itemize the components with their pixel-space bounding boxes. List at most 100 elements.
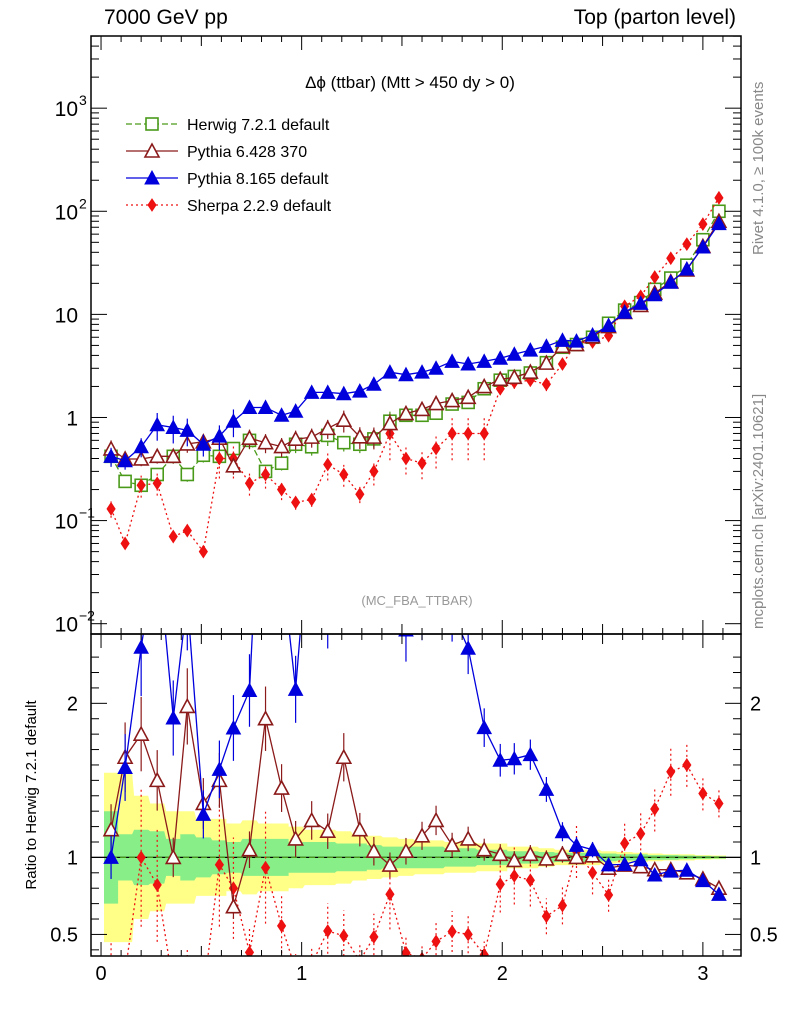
ratio-point-sherpa-2: [714, 796, 724, 811]
legend-label: Pythia 8.165 default: [187, 171, 329, 188]
point-pythia-8: [554, 332, 571, 347]
point-sherpa-2: [557, 357, 568, 371]
point-pythia-8: [522, 342, 539, 357]
ratio-panel-marks: [102, 363, 728, 979]
ratio-point-pythia-8: [538, 781, 555, 796]
ratio-point-pythia-8: [678, 862, 695, 877]
ratio-point-sherpa-2: [121, 967, 129, 979]
point-pythia-8: [241, 399, 258, 414]
ratio-point-sherpa-2: [214, 857, 224, 872]
ratio-point-pythia-6: [335, 748, 353, 765]
ratio-point-pythia-6: [443, 836, 461, 852]
ratio-point-sherpa-2: [666, 764, 676, 779]
point-sherpa-2: [463, 426, 473, 441]
ratio-point-pythia-8: [337, 545, 351, 558]
ratio-point-sherpa-2: [152, 878, 162, 892]
point-pythia-8: [225, 413, 242, 428]
ratio-point-pythia-6: [303, 811, 321, 828]
ratio-uncertainty-bands: [91, 772, 741, 943]
y-tick-exponent: 2: [79, 195, 87, 211]
point-pythia-6: [381, 414, 399, 431]
point-pythia-8: [476, 353, 493, 368]
point-pythia-8: [211, 428, 228, 443]
point-pythia-8: [460, 355, 476, 371]
ratio-point-pythia-6: [241, 841, 258, 857]
ratio-point-sherpa-2: [698, 786, 708, 801]
point-pythia-6: [132, 450, 150, 466]
point-pythia-8: [444, 353, 460, 368]
ratio-point-pythia-6: [319, 822, 337, 839]
point-sherpa-2: [698, 217, 708, 232]
panel-frames: [90, 35, 742, 957]
ratio-point-pythia-8: [554, 823, 571, 839]
point-sherpa-2: [541, 377, 552, 392]
line-sherpa-2: [110, 197, 720, 554]
point-pythia-6: [413, 400, 431, 417]
point-pythia-8: [287, 403, 304, 418]
ratio-point-pythia-8: [522, 746, 539, 762]
point-pythia-6: [459, 388, 477, 405]
point-pythia-8: [195, 436, 212, 451]
ratio-point-pythia-8: [165, 709, 182, 725]
ratio-point-pythia-6: [568, 848, 585, 865]
point-pythia-8: [711, 215, 727, 231]
point-pythia-8: [646, 286, 663, 302]
ratio-point-pythia-8: [225, 719, 242, 735]
point-pythia-8: [398, 366, 414, 382]
ratio-point-pythia-6: [381, 856, 399, 872]
ratio-point-pythia-8: [180, 592, 194, 605]
ratio-point-pythia-6: [475, 841, 493, 857]
legend-marker: [144, 169, 160, 185]
point-sherpa-2: [431, 441, 441, 456]
ratio-point-pythia-6: [365, 842, 383, 859]
x-tick-label: 2: [497, 963, 508, 985]
ratio-point-pythia-6: [257, 710, 274, 726]
ratio-y-tick-label-left: 0.5: [50, 924, 78, 946]
ratio-point-pythia-6: [225, 898, 242, 914]
point-herwig-7: [180, 467, 195, 482]
ratio-y-tick-label-left: 1: [67, 847, 78, 869]
point-pythia-6: [257, 433, 274, 450]
y-tick-exponent: 3: [79, 92, 87, 108]
point-sherpa-2: [447, 426, 457, 441]
ratio-point-pythia-8: [632, 851, 649, 867]
ratio-point-sherpa-2: [369, 930, 379, 944]
ratio-point-sherpa-2: [495, 877, 505, 892]
x-tick-label: 3: [697, 963, 708, 985]
point-herwig-7: [274, 456, 289, 471]
point-pythia-6: [505, 368, 523, 385]
point-sherpa-2: [355, 487, 365, 502]
ratio-point-sherpa-2: [620, 836, 630, 851]
ratio-y-tick-label-left: 2: [67, 693, 78, 715]
point-pythia-8: [584, 327, 601, 342]
ratio-point-sherpa-2: [308, 958, 316, 970]
point-pythia-6: [443, 391, 461, 408]
y-tick-label: 10: [55, 201, 78, 224]
ratio-point-pythia-6: [351, 820, 369, 837]
point-sherpa-2: [260, 467, 271, 482]
ratio-point-pythia-6: [522, 845, 539, 862]
point-pythia-6: [273, 437, 290, 454]
point-pythia-8: [179, 422, 196, 437]
point-pythia-8: [303, 384, 320, 399]
point-sherpa-2: [214, 451, 224, 466]
point-sherpa-2: [339, 467, 349, 482]
point-pythia-6: [164, 447, 182, 464]
point-pythia-8: [103, 448, 119, 463]
ratio-point-pythia-8: [259, 363, 273, 376]
ratio-y-tick-label-right: 1: [750, 847, 761, 869]
line-herwig-7: [110, 210, 720, 486]
point-pythia-8: [351, 383, 368, 398]
point-sherpa-2: [714, 190, 724, 205]
ratio-panel-frame: [90, 633, 742, 957]
point-pythia-6: [303, 428, 321, 444]
point-pythia-6: [225, 457, 242, 473]
ratio-point-sherpa-2: [541, 909, 552, 924]
ratio-point-pythia-6: [413, 827, 431, 843]
point-pythia-8: [538, 338, 555, 353]
ratio-point-pythia-8: [133, 639, 149, 654]
point-sherpa-2: [369, 464, 379, 479]
point-pythia-8: [414, 364, 430, 379]
